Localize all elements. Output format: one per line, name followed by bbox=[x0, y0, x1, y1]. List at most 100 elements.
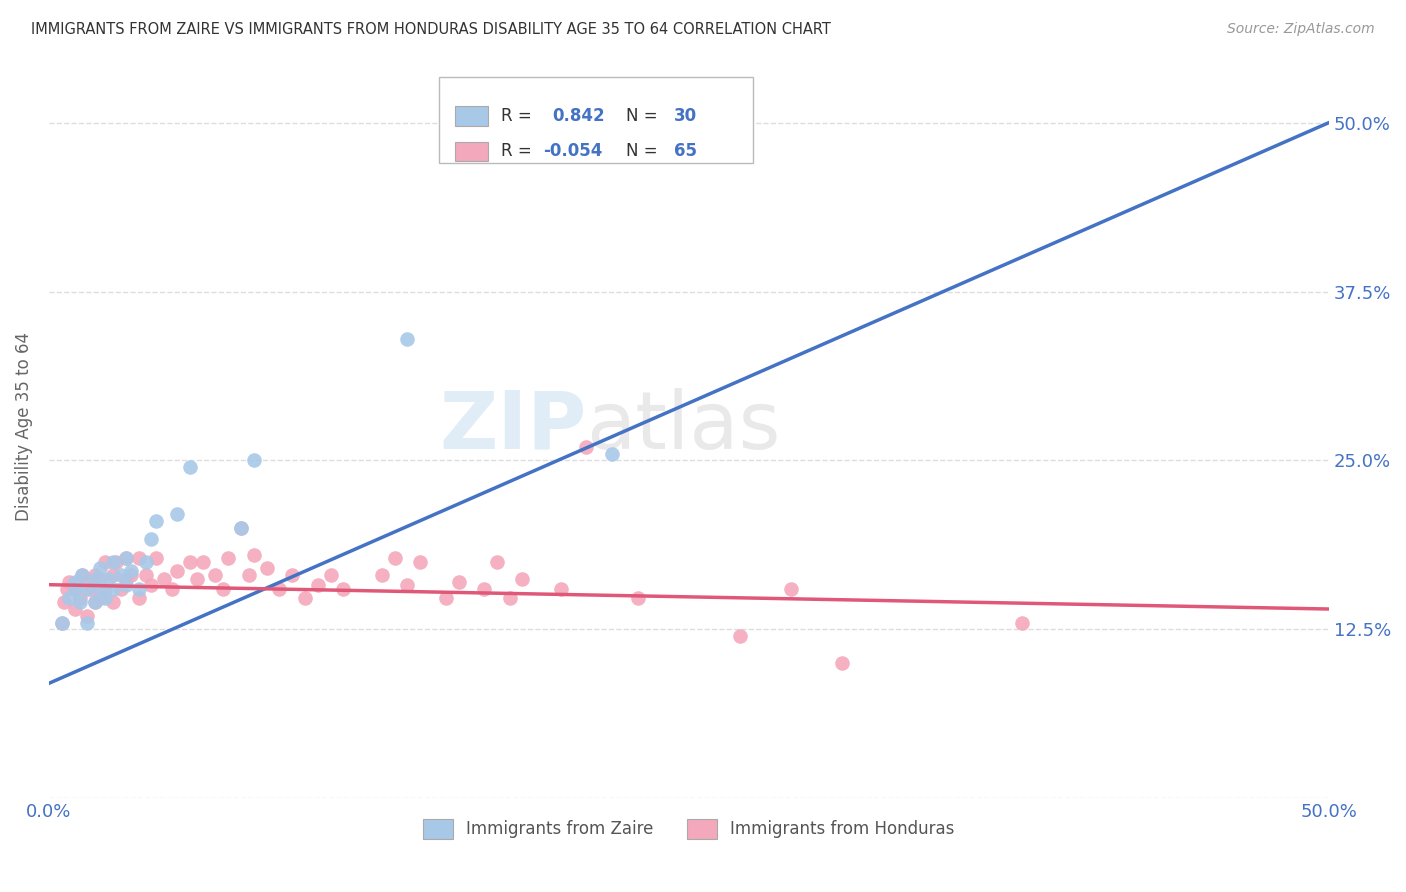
Point bbox=[114, 577, 136, 591]
Point bbox=[114, 572, 136, 586]
Point bbox=[141, 577, 163, 591]
Point bbox=[135, 555, 157, 569]
Point bbox=[76, 615, 98, 630]
Point bbox=[242, 453, 264, 467]
Point bbox=[179, 460, 201, 475]
Point bbox=[434, 591, 457, 606]
Point bbox=[120, 564, 142, 578]
Point bbox=[229, 521, 252, 535]
Text: IMMIGRANTS FROM ZAIRE VS IMMIGRANTS FROM HONDURAS DISABILITY AGE 35 TO 64 CORREL: IMMIGRANTS FROM ZAIRE VS IMMIGRANTS FROM… bbox=[31, 22, 831, 37]
Point bbox=[294, 591, 316, 606]
Point bbox=[94, 591, 117, 606]
Point bbox=[56, 582, 79, 596]
Point bbox=[396, 332, 419, 346]
Point bbox=[89, 572, 111, 586]
Point bbox=[242, 548, 264, 562]
Point bbox=[110, 568, 132, 582]
Point bbox=[101, 595, 124, 609]
Point bbox=[128, 591, 150, 606]
Point bbox=[550, 582, 572, 596]
Point bbox=[238, 568, 260, 582]
Point bbox=[319, 568, 342, 582]
Point bbox=[229, 521, 252, 535]
Point bbox=[97, 572, 120, 586]
Point bbox=[728, 629, 751, 643]
Bar bbox=[454, 106, 488, 126]
Y-axis label: Disability Age 35 to 64: Disability Age 35 to 64 bbox=[15, 332, 32, 521]
Point bbox=[145, 514, 167, 528]
Point bbox=[89, 591, 111, 606]
Point bbox=[101, 555, 124, 569]
Point bbox=[76, 574, 98, 589]
Point bbox=[269, 582, 291, 596]
Point bbox=[94, 555, 117, 569]
Point bbox=[101, 568, 124, 582]
Point bbox=[204, 568, 226, 582]
Point bbox=[627, 591, 650, 606]
Text: R =: R = bbox=[501, 143, 531, 161]
Point bbox=[307, 577, 329, 591]
Point bbox=[53, 595, 76, 609]
Point bbox=[153, 572, 176, 586]
Text: 65: 65 bbox=[673, 143, 696, 161]
Point bbox=[120, 568, 142, 582]
Point bbox=[79, 582, 101, 596]
Text: 30: 30 bbox=[673, 107, 696, 125]
Point bbox=[89, 582, 111, 596]
Text: N =: N = bbox=[626, 107, 658, 125]
Text: ZIP: ZIP bbox=[439, 388, 586, 466]
Point bbox=[114, 550, 136, 565]
Point bbox=[135, 568, 157, 582]
Point bbox=[166, 564, 188, 578]
Text: R =: R = bbox=[501, 107, 531, 125]
Text: -0.054: -0.054 bbox=[543, 143, 602, 161]
Point bbox=[51, 615, 73, 630]
Point bbox=[831, 656, 853, 670]
Point bbox=[69, 591, 91, 606]
Point bbox=[76, 608, 98, 623]
Point bbox=[212, 582, 235, 596]
Point bbox=[84, 595, 107, 609]
Point bbox=[94, 582, 117, 596]
Point bbox=[141, 532, 163, 546]
Point bbox=[101, 582, 124, 596]
Point bbox=[63, 602, 86, 616]
Point bbox=[63, 582, 86, 596]
Point bbox=[600, 447, 623, 461]
Point bbox=[409, 555, 432, 569]
Point bbox=[58, 574, 80, 589]
Point bbox=[84, 595, 107, 609]
Point bbox=[186, 572, 208, 586]
Point bbox=[575, 440, 598, 454]
Point bbox=[51, 615, 73, 630]
Point bbox=[104, 555, 127, 569]
Point bbox=[166, 508, 188, 522]
Point bbox=[145, 550, 167, 565]
Point bbox=[70, 568, 93, 582]
Point bbox=[114, 550, 136, 565]
Point bbox=[332, 582, 354, 596]
Point bbox=[512, 572, 534, 586]
Point bbox=[1011, 615, 1033, 630]
Point bbox=[89, 561, 111, 575]
Bar bbox=[454, 142, 488, 161]
Point bbox=[63, 582, 86, 596]
Point bbox=[110, 582, 132, 596]
Point bbox=[84, 572, 107, 586]
Point bbox=[191, 555, 214, 569]
Point bbox=[160, 582, 183, 596]
Point bbox=[256, 561, 278, 575]
Point bbox=[281, 568, 304, 582]
Point bbox=[58, 591, 80, 606]
Text: 0.842: 0.842 bbox=[553, 107, 605, 125]
Text: Source: ZipAtlas.com: Source: ZipAtlas.com bbox=[1227, 22, 1375, 37]
Legend: Immigrants from Zaire, Immigrants from Honduras: Immigrants from Zaire, Immigrants from H… bbox=[416, 812, 962, 846]
Bar bbox=[439, 78, 752, 163]
Point bbox=[447, 574, 470, 589]
Point bbox=[70, 568, 93, 582]
Point bbox=[63, 574, 86, 589]
Point bbox=[128, 550, 150, 565]
Point bbox=[179, 555, 201, 569]
Point bbox=[84, 568, 107, 582]
Text: N =: N = bbox=[626, 143, 658, 161]
